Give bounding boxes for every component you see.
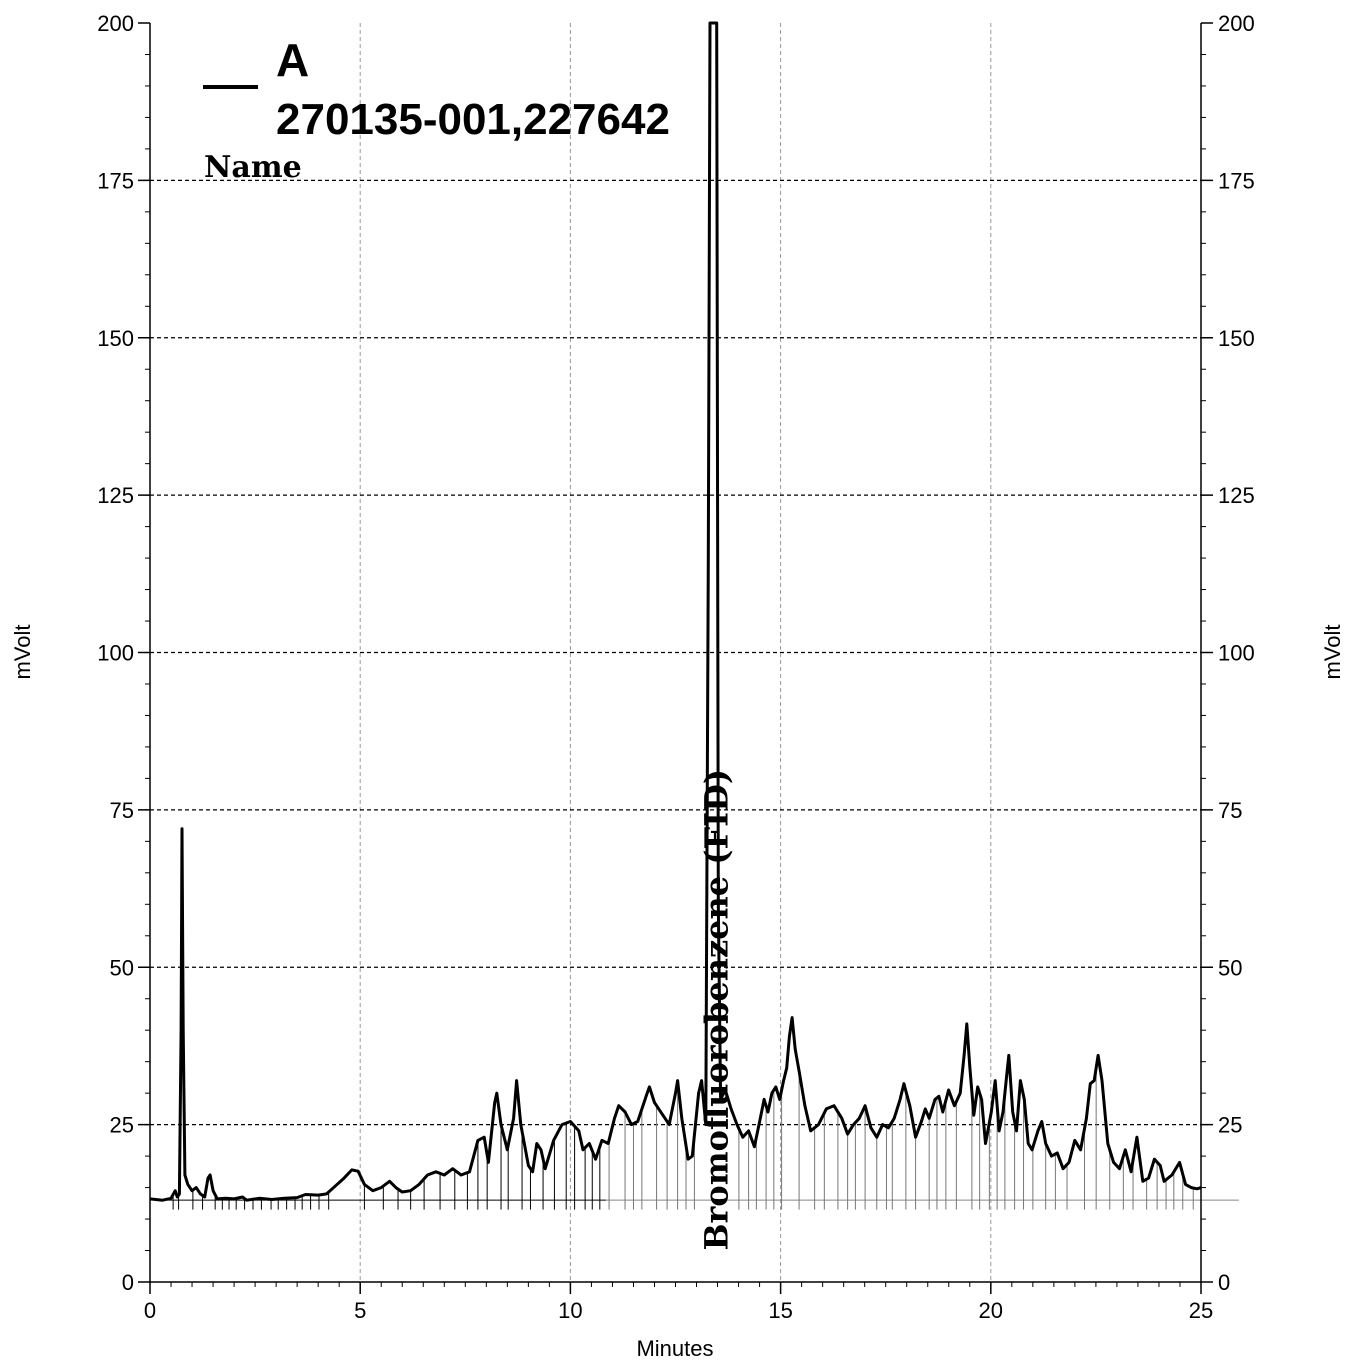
- x-tick-label: 25: [1189, 1298, 1213, 1323]
- y-axis-title-left: mVolt: [10, 624, 35, 679]
- y-tick-label-left: 0: [122, 1270, 134, 1295]
- y-tick-label-left: 200: [97, 11, 134, 36]
- x-axis-title: Minutes: [636, 1336, 713, 1361]
- series-group: [149, 21, 1202, 1202]
- legend-column-header: Name: [204, 150, 302, 185]
- y-tick-label-right: 25: [1218, 1113, 1242, 1138]
- y-tick-label-right: 150: [1218, 326, 1255, 351]
- y-tick-label-left: 25: [110, 1113, 134, 1138]
- y-axis-title-right: mVolt: [1320, 624, 1345, 679]
- y-tick-label-left: 150: [97, 326, 134, 351]
- series-line-a: [149, 21, 1202, 1202]
- x-tick-label: 15: [768, 1298, 792, 1323]
- grid-lines: [150, 23, 1201, 1282]
- y-tick-label-left: 175: [97, 168, 134, 193]
- y-tick-label-left: 75: [110, 798, 134, 823]
- y-tick-label-right: 100: [1218, 641, 1255, 666]
- x-tick-label: 20: [979, 1298, 1003, 1323]
- y-tick-label-left: 125: [97, 483, 134, 508]
- y-tick-label-right: 200: [1218, 11, 1255, 36]
- y-tick-label-left: 50: [110, 955, 134, 980]
- x-tick-label: 10: [558, 1298, 582, 1323]
- legend-series-label: A: [276, 34, 309, 86]
- y-tick-label-right: 0: [1218, 1270, 1230, 1295]
- legend-sample-id: 270135-001,227642: [276, 95, 670, 144]
- integration-marks: [172, 1067, 1194, 1210]
- x-tick-label: 5: [354, 1298, 366, 1323]
- legend: A 270135-001,227642 Name: [203, 34, 670, 185]
- x-tick-label: 0: [144, 1298, 156, 1323]
- peak-label-bromofluorobenzene: Bromofluorobenzene (FID): [697, 769, 735, 1251]
- y-tick-label-right: 125: [1218, 483, 1255, 508]
- y-tick-label-left: 100: [97, 641, 134, 666]
- y-tick-label-right: 75: [1218, 798, 1242, 823]
- y-tick-label-right: 50: [1218, 955, 1242, 980]
- y-tick-label-right: 175: [1218, 168, 1255, 193]
